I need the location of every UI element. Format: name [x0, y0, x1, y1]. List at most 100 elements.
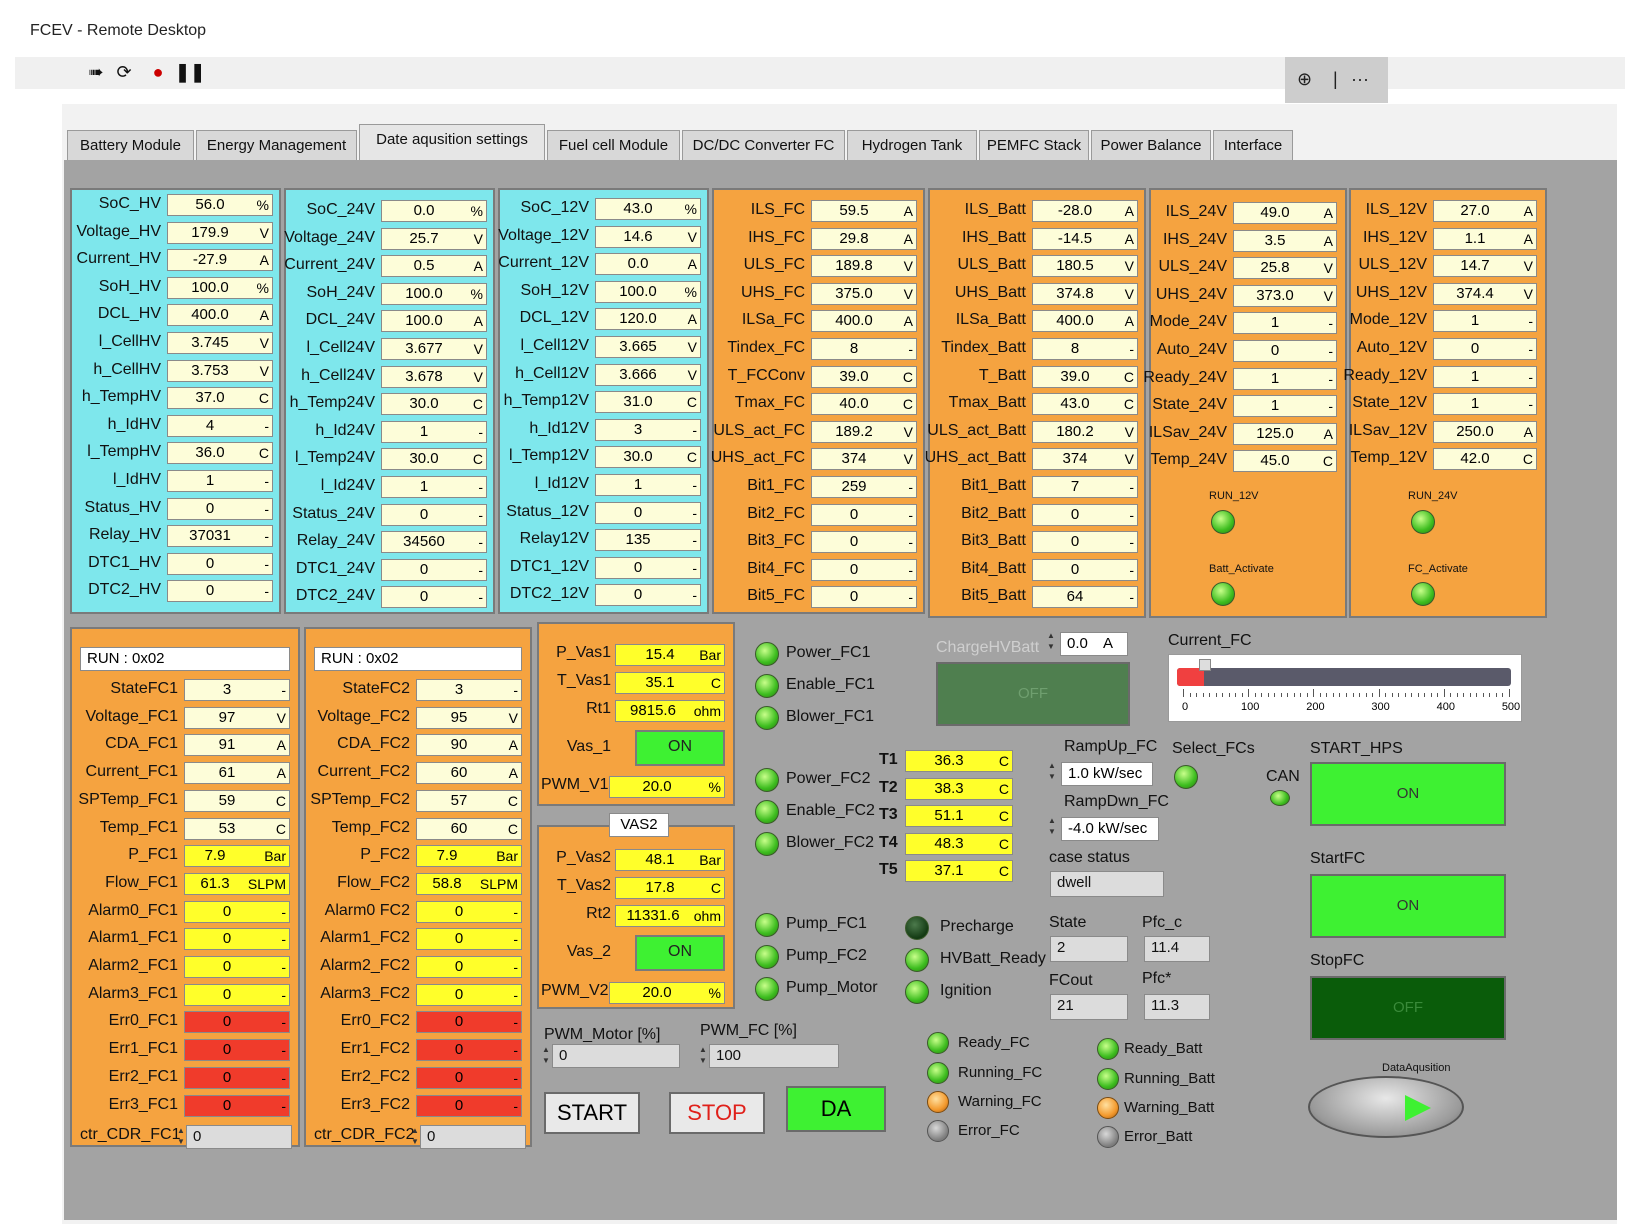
batt-indicator-uhs-batt: 374.8 V [1032, 282, 1138, 305]
fc1-label-current-fc1: Current_FC1 [85, 763, 178, 781]
battery-24v-group: SoC_24V 0.0% Voltage_24V 25.7 V Current_24V 0.… [284, 188, 495, 614]
batt-activate-led[interactable] [1211, 582, 1235, 606]
zoom-toolbar: ⊕ | ··· [1285, 57, 1388, 103]
data-aquisition-button[interactable] [1308, 1076, 1464, 1138]
b24-indicator-l-temp24v: 30.0 C [381, 448, 487, 471]
tab-fuel-cell-module[interactable]: Fuel cell Module [547, 130, 680, 161]
charge-hvbatt-spinner[interactable]: ▲ ▼ [1047, 631, 1055, 651]
fc2-indicator-alarm2-fc2: 0- [416, 956, 522, 978]
fc-label-ils-fc: ILS_FC [750, 201, 805, 218]
b12-indicator-h-cell12v: 3.666 V [595, 363, 701, 386]
fc1-ctr-spinner[interactable]: ▲ ▼ [177, 1126, 185, 1147]
current-fc-tick-mark [1469, 693, 1471, 697]
batt-label-uls-act-batt: ULS_act_Batt [927, 421, 1026, 439]
fc2-label-alarm0-fc2: Alarm0 FC2 [324, 901, 410, 919]
start-hps-label: START_HPS [1310, 740, 1403, 757]
hvbatt-ready-label: HVBatt_Ready [940, 950, 1046, 967]
fc1-indicator-err2-fc1: 0- [184, 1066, 290, 1089]
vas1-switch[interactable]: ON [635, 730, 725, 766]
fc1-ctr-input[interactable]: 0 [186, 1125, 292, 1150]
rt1-label: Rt1 [586, 700, 611, 717]
current-fc-slider[interactable]: 0 100 200 300 400 500 [1168, 654, 1522, 722]
more-options-button[interactable]: ··· [1351, 69, 1369, 89]
warning-batt-led [1097, 1097, 1119, 1119]
c12-label-uls-12v: ULS_12V [1358, 256, 1428, 274]
ramp-down-spinner[interactable]: ▲ ▼ [1048, 816, 1056, 836]
fc2-indicator-alarm1-fc2: 0- [416, 928, 522, 951]
c24-label-uls-24v: ULS_24V [1158, 258, 1228, 276]
current-fc-tick-mark [1261, 693, 1263, 697]
fc2-label-err3-fc2: Err3_FC2 [340, 1095, 410, 1113]
restart-icon[interactable]: ⟳ [116, 62, 132, 82]
fc-indicator-uls-act-fc: 189.2 V [811, 420, 917, 443]
tab-date-aqusition-settings[interactable]: Date aqusition settings [359, 124, 545, 162]
start-button[interactable]: START [544, 1092, 640, 1134]
tab-hydrogen-tank[interactable]: Hydrogen Tank [847, 130, 977, 161]
c12-indicator-temp-12v: 42.0 C [1433, 448, 1537, 471]
da-button[interactable]: DA [786, 1086, 886, 1132]
tab-dc-dc-converter-fc[interactable]: DC/DC Converter FC [682, 130, 845, 161]
tab-energy-management[interactable]: Energy Management [196, 130, 357, 161]
b12-indicator-dcl-12v: 120.0 A [595, 308, 701, 331]
tab-power-balance[interactable]: Power Balance [1091, 130, 1211, 161]
run-24v-led [1411, 510, 1435, 534]
stop-button[interactable]: STOP [669, 1092, 765, 1134]
blower-fc2-led [755, 832, 779, 856]
fc2-label-temp-fc2: Temp_FC2 [331, 818, 410, 836]
fc2-indicator-sptemp-fc2: 57 C [416, 789, 522, 812]
startfc-button[interactable]: ON [1310, 874, 1506, 938]
charge-hvbatt-button[interactable]: OFF [936, 662, 1130, 726]
temp-label-t4: T4 [879, 833, 898, 851]
run-continuous-icon[interactable]: ➠ [88, 62, 104, 82]
b24-indicator-h-temp24v: 30.0 C [381, 393, 487, 416]
c12-indicator-mode-12v: 1- [1433, 310, 1537, 333]
current-fc-tick-mark [1502, 693, 1504, 697]
tab-pemfc-stack[interactable]: PEMFC Stack [979, 130, 1089, 161]
temp-indicator-t1: 36.3 C [905, 750, 1013, 772]
pwm-fc-spinner[interactable]: ▲ ▼ [699, 1045, 707, 1065]
c24-label-ihs-24v: IHS_24V [1162, 230, 1227, 248]
fc2-ctr-spinner[interactable]: ▲ ▼ [411, 1126, 419, 1147]
current-fc-thumb[interactable] [1198, 659, 1211, 671]
vas2-switch[interactable]: ON [635, 935, 725, 971]
ramp-up-input[interactable]: 1.0 kW/sec [1061, 762, 1153, 786]
current-fc-tick-mark [1267, 693, 1269, 697]
tab-interface[interactable]: Interface [1213, 130, 1293, 161]
fc2-indicator-err0-fc2: 0- [416, 1011, 522, 1034]
pause-icon[interactable]: ❚❚ [175, 62, 206, 82]
b24-indicator-voltage-24v: 25.7 V [381, 227, 487, 250]
b24-label-l-temp24v: l_Temp24V [294, 449, 375, 467]
pwm-fc-input[interactable]: 100 [709, 1044, 839, 1068]
charge-hvbatt-input[interactable]: 0.0 A [1060, 632, 1128, 656]
pwm-motor-spinner[interactable]: ▲ ▼ [542, 1045, 550, 1065]
ramp-up-spinner[interactable]: ▲ ▼ [1048, 761, 1056, 781]
c24-indicator-uhs-24v: 373.0 V [1233, 284, 1337, 307]
c12-label-temp-12v: Temp_12V [1350, 449, 1428, 467]
zoom-icon[interactable]: ⊕ [1297, 69, 1313, 89]
tab-battery-module[interactable]: Battery Module [67, 130, 194, 161]
running-batt-led [1097, 1068, 1119, 1090]
abort-icon[interactable]: ● [152, 62, 164, 82]
fc1-label-alarm0-fc1: Alarm0_FC1 [88, 901, 178, 919]
select-fcs-led[interactable] [1174, 765, 1198, 789]
c24-indicator-state-24v: 1- [1233, 395, 1337, 418]
fc1-label-statefc1: StateFC1 [110, 680, 178, 697]
current-fc-tick-mark [1209, 693, 1211, 697]
b24-indicator-soh-24v: 100.0% [381, 282, 487, 305]
pump-motor-led [755, 977, 779, 1001]
temp-label-t2: T2 [879, 778, 898, 796]
current-fc-tick-mark [1352, 693, 1354, 697]
pwm-motor-input[interactable]: 0 [552, 1044, 680, 1068]
start-hps-button[interactable]: ON [1310, 762, 1506, 826]
stopfc-button[interactable]: OFF [1310, 976, 1506, 1040]
fc-activate-led[interactable] [1411, 582, 1435, 606]
ramp-down-input[interactable]: -4.0 kW/sec [1061, 817, 1159, 841]
fc2-ctr-input[interactable]: 0 [420, 1125, 526, 1150]
pwm-v2-label: PWM_V2 [541, 982, 609, 999]
fc1-indicator-flow-fc1: 61.3 SLPM [184, 872, 290, 895]
current-fc-tick-mark [1196, 693, 1198, 697]
hvbatt-ready-led [905, 948, 929, 972]
fc-indicator-tindex-fc: 8- [811, 338, 917, 360]
current-fc-label: Current_FC [1168, 632, 1252, 649]
fuel-cell-1-group: RUN : 0x02 StateFC1 3- Voltage_FC1 97 V CDA_F… [70, 627, 300, 1150]
